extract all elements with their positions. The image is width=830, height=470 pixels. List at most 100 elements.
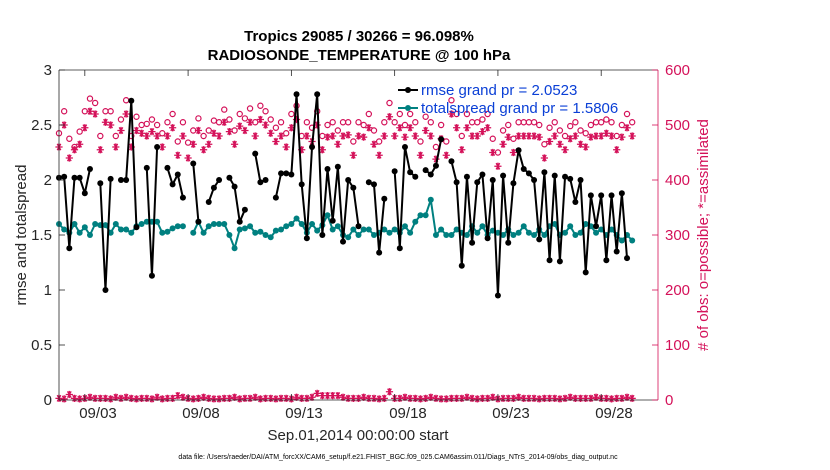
obs-assimilated-point bbox=[256, 395, 264, 403]
spread-point bbox=[86, 232, 93, 238]
obs-assimilated-point bbox=[194, 394, 203, 402]
rmse-point bbox=[241, 206, 248, 213]
obs-assimilated-point bbox=[401, 133, 409, 141]
y-right-axis-label: # of obs: o=possible; *=assimilated bbox=[695, 119, 712, 351]
obs-assimilated-point bbox=[566, 135, 574, 143]
obs-assimilated-point bbox=[179, 393, 187, 401]
obs-possible-point bbox=[76, 128, 83, 135]
obs-possible-point bbox=[344, 119, 352, 126]
obs-possible-point bbox=[117, 116, 125, 123]
spread-point bbox=[262, 232, 269, 238]
obs-possible-point bbox=[195, 115, 202, 122]
rmse-point bbox=[572, 199, 579, 205]
obs-assimilated-point bbox=[427, 132, 435, 140]
obs-assimilated-point bbox=[406, 394, 414, 402]
spread-point bbox=[453, 226, 460, 233]
obs-assimilated-point bbox=[556, 140, 564, 148]
spread-point bbox=[117, 226, 124, 233]
obs-assimilated-point bbox=[313, 121, 321, 129]
obs-assimilated-point bbox=[215, 395, 223, 403]
obs-possible-point bbox=[484, 110, 491, 118]
obs-assimilated-point bbox=[416, 395, 425, 403]
obs-possible-point bbox=[474, 119, 481, 126]
spread-point bbox=[531, 232, 538, 238]
x-tick-label: 09/28 bbox=[595, 405, 633, 422]
rmse-point bbox=[453, 179, 460, 186]
spread-point bbox=[515, 229, 522, 236]
spread-point bbox=[541, 232, 548, 238]
chart-subtitle: RADIOSONDE_TEMPERATURE @ 100 hPa bbox=[208, 47, 511, 64]
spread-point bbox=[143, 218, 150, 225]
obs-assimilated-point bbox=[453, 394, 461, 402]
spread-point bbox=[577, 229, 584, 236]
obs-assimilated-point bbox=[127, 394, 135, 402]
spread-point bbox=[412, 218, 419, 225]
rmse-point bbox=[593, 223, 600, 230]
rmse-point bbox=[494, 292, 501, 299]
obs-assimilated-point bbox=[76, 140, 84, 148]
obs-assimilated-point bbox=[525, 394, 533, 402]
obs-assimilated-point bbox=[199, 146, 208, 154]
obs-assimilated-point bbox=[349, 151, 357, 159]
spread-point bbox=[231, 245, 238, 252]
obs-assimilated-point bbox=[587, 133, 595, 141]
obs-assimilated-point bbox=[587, 394, 595, 402]
obs-assimilated-point bbox=[81, 124, 89, 132]
rmse-point bbox=[257, 179, 264, 186]
rmse-point bbox=[329, 217, 336, 224]
legend-marker-rmse bbox=[405, 87, 411, 93]
obs-assimilated-point bbox=[86, 107, 94, 115]
rmse-point bbox=[469, 239, 476, 246]
y-right-tick-label: 300 bbox=[665, 227, 690, 244]
spread-point bbox=[190, 229, 197, 236]
obs-assimilated-point bbox=[101, 394, 110, 402]
obs-assimilated-point bbox=[458, 394, 466, 402]
obs-possible-point bbox=[350, 138, 357, 145]
rmse-point bbox=[143, 164, 150, 171]
obs-assimilated-point bbox=[489, 393, 497, 401]
obs-assimilated-point bbox=[463, 393, 471, 401]
obs-possible-point bbox=[422, 113, 429, 120]
obs-assimilated-point bbox=[267, 129, 275, 137]
obs-assimilated-point bbox=[267, 394, 275, 402]
obs-assimilated-point bbox=[453, 124, 461, 132]
spread-point bbox=[298, 221, 305, 227]
y-right-tick-label: 100 bbox=[665, 337, 690, 354]
obs-assimilated-point bbox=[251, 132, 259, 140]
spread-point bbox=[422, 212, 429, 219]
spread-point bbox=[582, 221, 589, 227]
obs-assimilated-point bbox=[597, 132, 605, 140]
obs-assimilated-point bbox=[169, 124, 177, 132]
y-right-tick-label: 600 bbox=[665, 62, 690, 79]
obs-assimilated-point bbox=[236, 122, 244, 130]
obs-assimilated-point bbox=[65, 154, 73, 162]
obs-assimilated-point bbox=[329, 132, 337, 140]
obs-assimilated-point bbox=[509, 148, 518, 157]
obs-possible-point bbox=[277, 119, 285, 126]
obs-assimilated-point bbox=[344, 394, 352, 402]
rmse-point bbox=[407, 169, 414, 176]
rmse-point bbox=[314, 91, 321, 98]
footer-data-file: data file: /Users/raeder/DAI/ATM_forcXX/… bbox=[178, 454, 618, 461]
obs-assimilated-point bbox=[525, 132, 533, 140]
obs-assimilated-point bbox=[520, 394, 528, 402]
spread-point bbox=[81, 224, 88, 231]
spread-point bbox=[567, 223, 574, 230]
rmse-point bbox=[546, 257, 553, 264]
obs-assimilated-point bbox=[468, 132, 476, 140]
obs-assimilated-point bbox=[344, 131, 352, 139]
obs-assimilated-point bbox=[354, 394, 363, 402]
obs-possible-point bbox=[432, 143, 440, 151]
obs-possible-point bbox=[288, 110, 295, 118]
obs-assimilated-point bbox=[514, 393, 523, 401]
legend: rmse grand pr = 2.0523 totalspread grand… bbox=[398, 82, 618, 117]
obs-assimilated-point bbox=[514, 132, 523, 140]
spread-point bbox=[401, 223, 408, 230]
obs-assimilated-point bbox=[478, 394, 487, 402]
obs-assimilated-point bbox=[422, 394, 430, 402]
obs-assimilated-point bbox=[143, 132, 151, 140]
spread-point bbox=[236, 226, 243, 233]
obs-assimilated-point bbox=[215, 132, 223, 140]
rmse-point bbox=[102, 287, 109, 293]
obs-assimilated-point bbox=[509, 394, 518, 402]
